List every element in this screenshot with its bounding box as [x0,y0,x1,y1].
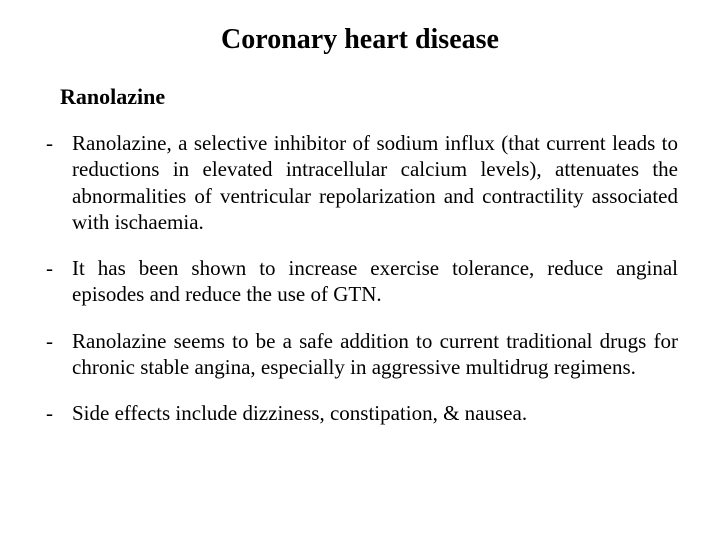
page-title: Coronary heart disease [42,24,678,56]
bullet-dash: - [42,255,72,308]
bullet-dash: - [42,130,72,235]
slide-page: Coronary heart disease Ranolazine - Rano… [0,0,720,540]
section-subheading: Ranolazine [60,84,678,110]
list-item: - It has been shown to increase exercise… [42,255,678,308]
bullet-text: Ranolazine, a selective inhibitor of sod… [72,130,678,235]
bullet-text: Ranolazine seems to be a safe addition t… [72,328,678,381]
bullet-text: It has been shown to increase exercise t… [72,255,678,308]
list-item: - Side effects include dizziness, consti… [42,400,678,426]
list-item: - Ranolazine, a selective inhibitor of s… [42,130,678,235]
bullet-list: - Ranolazine, a selective inhibitor of s… [42,130,678,426]
bullet-dash: - [42,328,72,381]
list-item: - Ranolazine seems to be a safe addition… [42,328,678,381]
bullet-dash: - [42,400,72,426]
bullet-text: Side effects include dizziness, constipa… [72,400,678,426]
